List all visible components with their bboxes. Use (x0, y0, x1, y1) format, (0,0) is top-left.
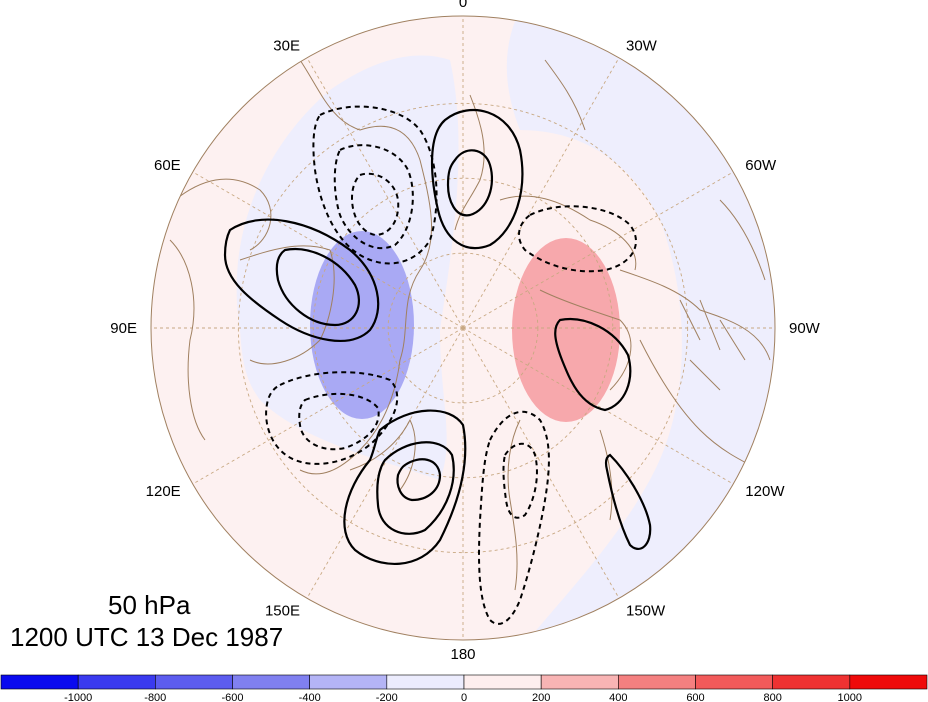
meridian-line (462, 327, 734, 485)
meridian-line (306, 57, 464, 329)
colorbar-swatch (0, 674, 79, 690)
coastlines (169, 59, 771, 591)
longitude-label: 30W (626, 38, 658, 55)
weak-negative-region-east (506, 16, 775, 640)
longitude-label: 120W (745, 483, 785, 500)
colorbar-tick-label: 800 (764, 692, 782, 702)
colorbar-swatch (618, 674, 696, 690)
negative-contours (265, 105, 637, 625)
longitude-label: 90E (110, 320, 137, 337)
longitude-label: 90W (789, 320, 821, 337)
colorbar-tick-label: -200 (376, 692, 398, 702)
meridian-line (462, 171, 734, 329)
meridian-line (462, 327, 620, 599)
pressure-level-title: 50 hPa (108, 590, 191, 620)
longitude-label: 120E (146, 483, 181, 500)
meridian-line (306, 327, 464, 599)
longitude-label: 60E (154, 157, 181, 174)
colorbar-swatch (695, 674, 773, 690)
colorbar-swatch (309, 674, 388, 690)
meridian-line (192, 171, 464, 329)
colorbar-swatch (772, 674, 851, 690)
colorbar-swatch (463, 674, 542, 690)
meridian-line (462, 57, 620, 329)
longitude-label: 30E (273, 38, 300, 55)
colorbar-tick-label: -800 (144, 692, 166, 702)
strong-positive-anomaly (512, 238, 620, 422)
colorbar-swatch (386, 674, 465, 690)
colorbar-tick-label: 0 (461, 692, 467, 702)
longitude-label: 0 (459, 0, 467, 11)
valid-time-title: 1200 UTC 13 Dec 1987 (10, 622, 284, 652)
map-disk (151, 16, 775, 640)
colorbar-tick-label: 600 (686, 692, 704, 702)
colorbar-tick-label: -400 (299, 692, 321, 702)
colorbar-tick-label: -600 (221, 692, 243, 702)
colorbar-tick-label: 1000 (838, 692, 862, 702)
colorbar: -1000 -800 -600 -400 -200 0 200 400 600 800 1000 (0, 674, 928, 702)
colorbar-swatch (77, 674, 156, 690)
positive-contours (223, 108, 652, 566)
colorbar-swatch (232, 674, 310, 690)
longitude-labels: 0 30W 60W 90W 120W 150W 180 150E 120E 90E 60E 30E (110, 0, 820, 663)
meridian-line (192, 327, 464, 485)
longitude-label: 180 (450, 646, 475, 663)
longitude-label: 150E (265, 602, 300, 619)
colorbar-tick-label: -1000 (64, 692, 92, 702)
colorbar-tick-label: 400 (609, 692, 627, 702)
colorbar-swatch (155, 674, 233, 690)
longitude-label: 60W (745, 157, 777, 174)
map-border (150, 15, 776, 641)
colorbar-swatch (540, 674, 619, 690)
colorbar-swatch (849, 674, 928, 690)
colorbar-tick-label: 200 (532, 692, 550, 702)
longitude-label: 150W (626, 602, 666, 619)
